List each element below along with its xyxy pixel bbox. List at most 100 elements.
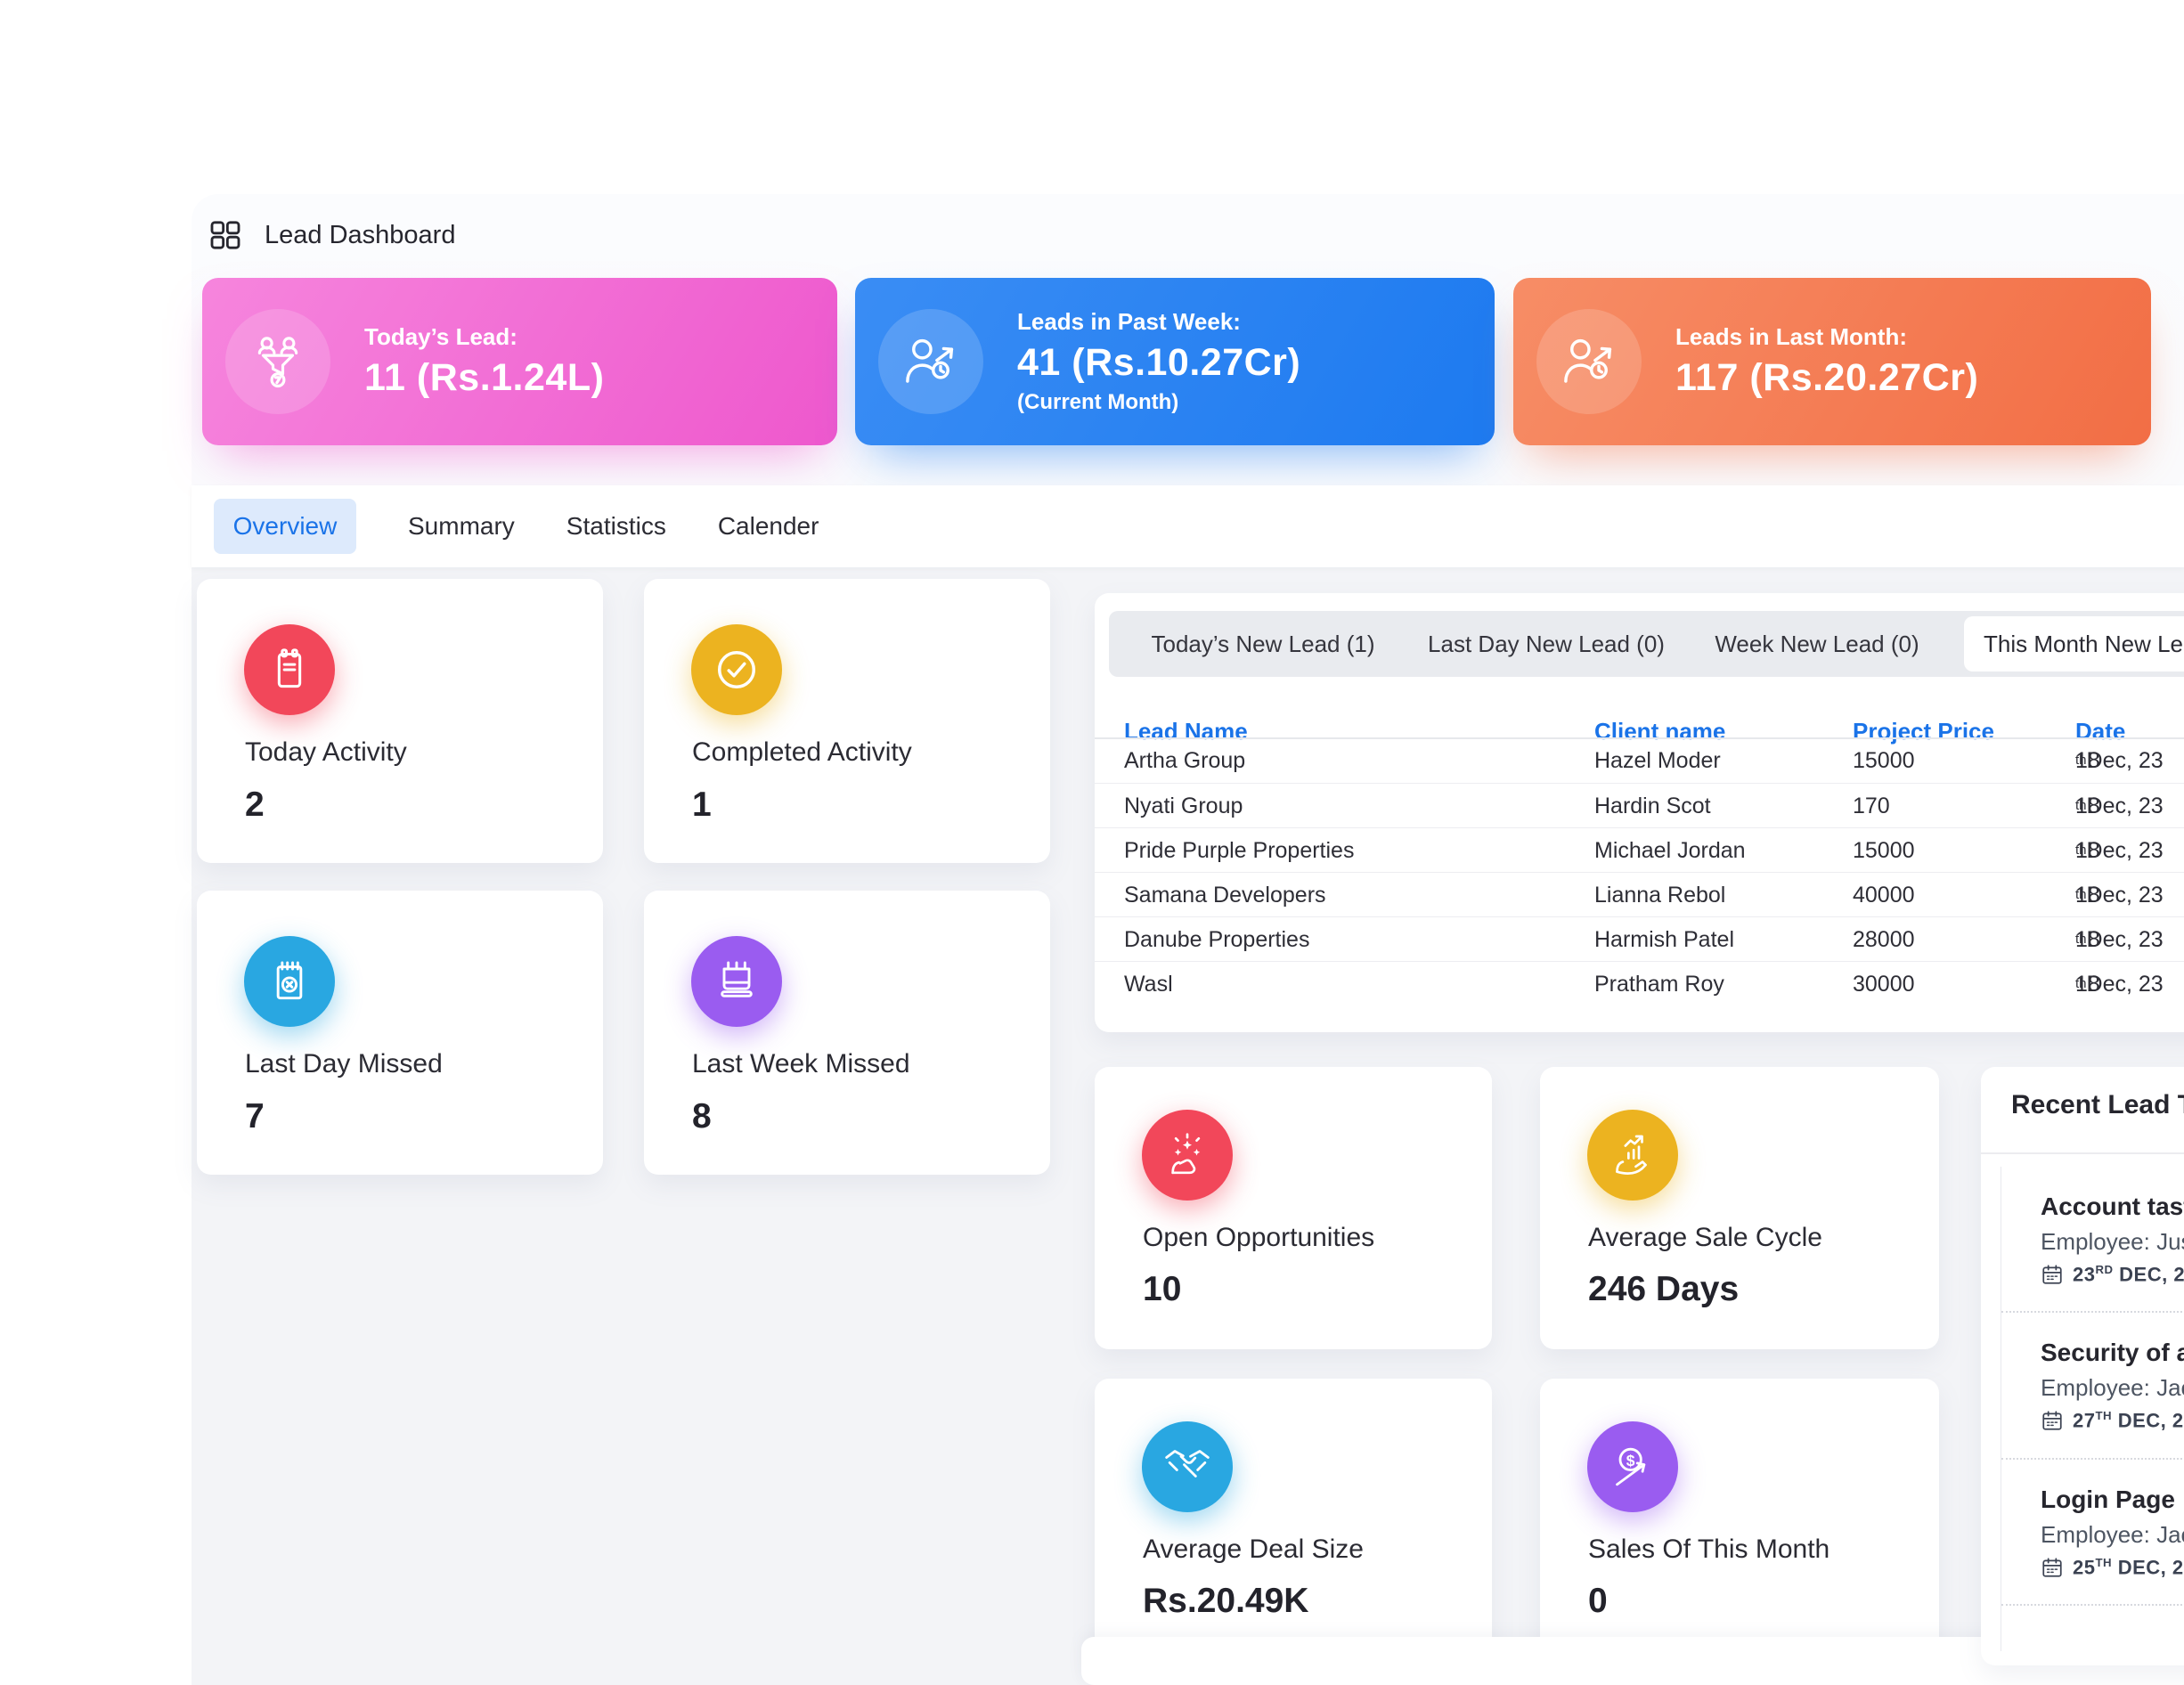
leads-funnel-icon [225, 309, 330, 414]
stat-value: 2 [245, 786, 265, 824]
cell-lead-name: Danube Properties [1124, 927, 1310, 952]
table-row[interactable]: Danube Properties Harmish Patel 28000 18… [1095, 916, 2184, 962]
task-title: Login Page [2041, 1485, 2175, 1513]
tab-calender[interactable]: Calender [717, 512, 819, 540]
stat-label: Average Sale Cycle [1588, 1223, 1822, 1252]
column-header-client-name: Client name [1594, 718, 1726, 745]
summary-label: Today’s Lead: [364, 323, 517, 350]
stat-value: 10 [1143, 1270, 1182, 1308]
hand-stars-icon [1142, 1110, 1233, 1201]
notebook-icon [244, 624, 335, 715]
card-average-deal-size: Average Deal Size Rs.20.49K [1095, 1379, 1492, 1674]
column-header-date: Date [2075, 718, 2126, 745]
summary-card-past-week: Leads in Past Week: 41 (Rs.10.27Cr) (Cur… [855, 278, 1495, 445]
summary-value: 117 (Rs.20.27Cr) [1675, 356, 1979, 399]
summary-value: 41 (Rs.10.27Cr) [1017, 341, 1301, 384]
table-row[interactable]: Pride Purple Properties Michael Jordan 1… [1095, 827, 2184, 873]
tab-overview[interactable]: Overview [214, 499, 356, 554]
task-title: Security of all M [2041, 1339, 2184, 1367]
task-employee: Employee: Justin [2041, 1228, 2184, 1255]
summary-label: Leads in Past Week: [1017, 308, 1241, 335]
panel-divider [1981, 1152, 2184, 1154]
flip-calendar-icon [691, 936, 782, 1027]
table-tab-today[interactable]: Today’s New Lead (1) [1151, 630, 1375, 657]
cell-client-name: Hardin Scot [1594, 794, 1711, 818]
table-tab-week[interactable]: Week New Lead (0) [1715, 630, 1919, 657]
stat-value: 0 [1588, 1582, 1608, 1620]
stat-label: Average Deal Size [1143, 1534, 1364, 1564]
calendar-icon [2042, 1411, 2062, 1431]
column-header-lead-name: Lead Name [1124, 718, 1248, 745]
summary-card-todays-lead: Today’s Lead: 11 (Rs.1.24L) [202, 278, 837, 445]
summary-label: Leads in Last Month: [1675, 323, 1907, 350]
user-growth-icon [878, 309, 983, 414]
notepad-x-icon [244, 936, 335, 1027]
new-leads-table-card: Today’s New Lead (1) Last Day New Lead (… [1095, 593, 2184, 1032]
dashboard-grid-icon[interactable] [208, 217, 243, 253]
table-row[interactable]: Samana Developers Lianna Rebol 40000 18 t… [1095, 872, 2184, 917]
recent-lead-tasks-panel: Recent Lead Tas Account tast ma Employee… [1981, 1067, 2184, 1665]
cell-client-name: Michael Jordan [1594, 838, 1746, 863]
cell-lead-name: Wasl [1124, 972, 1173, 997]
stat-label: Last Day Missed [245, 1049, 443, 1079]
app-header: Lead Dashboard [208, 217, 455, 253]
cell-client-name: Harmish Patel [1594, 927, 1734, 952]
cell-project-price: 40000 [1853, 883, 1915, 908]
card-average-sale-cycle: Average Sale Cycle 246 Days [1540, 1067, 1939, 1349]
hand-chart-icon [1587, 1110, 1678, 1201]
task-date: 25TH DEC, 23 [2041, 1556, 2184, 1579]
cell-lead-name: Artha Group [1124, 748, 1246, 773]
task-employee: Employee: Jack [2041, 1374, 2184, 1402]
stat-label: Today Activity [245, 737, 407, 767]
cell-project-price: 15000 [1853, 838, 1915, 863]
table-header-divider [1095, 737, 2184, 739]
summary-card-last-month: Leads in Last Month: 117 (Rs.20.27Cr) [1513, 278, 2151, 445]
tab-statistics[interactable]: Statistics [566, 512, 666, 540]
task-item[interactable]: Account tast ma Employee: Justin 23RD DE… [2001, 1167, 2184, 1314]
tab-summary[interactable]: Summary [408, 512, 515, 540]
cell-project-price: 15000 [1853, 748, 1915, 773]
task-item[interactable]: Security of all M Employee: Jack 27TH DE… [2001, 1313, 2184, 1460]
card-last-week-missed: Last Week Missed 8 [644, 891, 1050, 1175]
stat-value: 7 [245, 1097, 265, 1136]
card-completed-activity: Completed Activity 1 [644, 579, 1050, 863]
card-last-day-missed: Last Day Missed 7 [197, 891, 603, 1175]
handshake-icon [1142, 1421, 1233, 1512]
check-circle-icon [691, 624, 782, 715]
stat-label: Last Week Missed [692, 1049, 910, 1079]
task-title: Account tast ma [2041, 1193, 2184, 1220]
stat-label: Sales Of This Month [1588, 1534, 1830, 1564]
stat-label: Open Opportunities [1143, 1223, 1375, 1252]
stat-value: Rs.20.49K [1143, 1582, 1309, 1620]
cell-client-name: Lianna Rebol [1594, 883, 1726, 908]
task-employee: Employee: Jack [2041, 1520, 2184, 1548]
task-item[interactable]: Login Page Employee: Jack 25TH DEC, 23 [2001, 1460, 2184, 1606]
cell-lead-name: Nyati Group [1124, 794, 1243, 818]
stat-value: 246 Days [1588, 1270, 1740, 1308]
main-tab-bar: Overview Summary Statistics Calender [192, 485, 2184, 567]
table-tab-last-day[interactable]: Last Day New Lead (0) [1428, 630, 1665, 657]
cell-client-name: Pratham Roy [1594, 972, 1724, 997]
task-date: 27TH DEC, 23 [2041, 1409, 2184, 1432]
table-tab-this-month[interactable]: This Month New Lead [1964, 616, 2184, 672]
task-date: 23RD DEC, 23 [2041, 1263, 2184, 1286]
calendar-icon [2042, 1558, 2062, 1577]
panel-title: Recent Lead Tas [2011, 1090, 2184, 1119]
cell-project-price: 30000 [1853, 972, 1915, 997]
column-header-project-price: Project Price [1853, 718, 1994, 745]
summary-value: 11 (Rs.1.24L) [364, 356, 605, 399]
calendar-icon [2042, 1265, 2062, 1284]
stat-value: 8 [692, 1097, 712, 1136]
card-sales-of-this-month: $ Sales Of This Month 0 [1540, 1379, 1939, 1674]
card-open-opportunities: Open Opportunities 10 [1095, 1067, 1492, 1349]
dollar-growth-icon: $ [1587, 1421, 1678, 1512]
task-list: Account tast ma Employee: Justin 23RD DE… [2001, 1167, 2184, 1651]
